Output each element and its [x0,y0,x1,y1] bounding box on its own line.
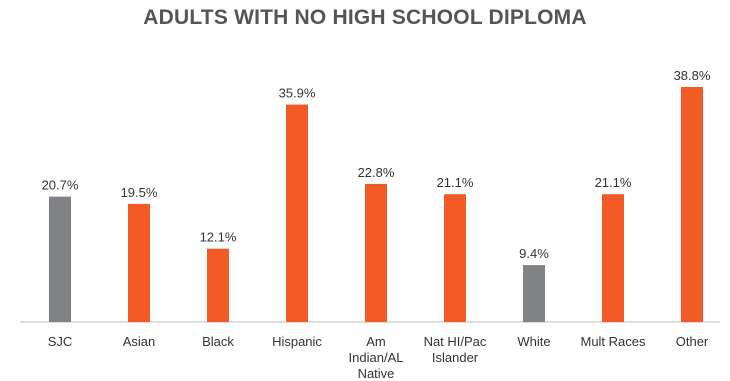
bar [444,194,466,322]
data-label: 12.1% [200,230,237,245]
category-label: Am Indian/AL Native [349,334,404,381]
data-label: 22.8% [358,165,395,180]
bar [286,104,308,323]
category-label: Mult Races [580,334,646,349]
data-label: 19.5% [121,185,158,200]
bar [207,248,229,322]
data-label: 35.9% [279,86,316,101]
data-label: 20.7% [42,178,79,193]
data-label: 38.8% [674,68,711,83]
category-label: Asian [123,334,156,349]
category-label: Nat HI/Pac Islander [424,334,487,365]
chart-title: ADULTS WITH NO HIGH SCHOOL DIPLOMA [143,6,587,29]
bar [523,265,545,322]
bar [602,194,624,322]
bar [49,196,71,322]
category-label: White [517,334,550,349]
category-label: SJC [48,334,73,349]
category-label: Other [676,334,709,349]
data-label: 21.1% [437,175,474,190]
bar [365,183,387,322]
data-label: 9.4% [519,246,549,261]
bar [681,87,703,322]
data-label: 21.1% [595,175,632,190]
category-label: Black [202,334,234,349]
category-label: Hispanic [272,334,322,349]
bar [128,203,150,322]
